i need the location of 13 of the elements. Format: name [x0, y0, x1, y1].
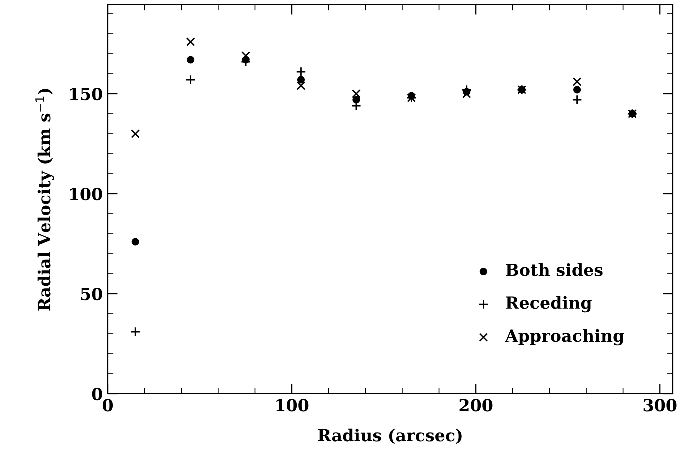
x-tick-label: 300 — [644, 399, 677, 412]
y-axis-title: Radial Velocity (km s$^{−1}$) — [36, 89, 54, 311]
x-tick-label: 100 — [276, 399, 309, 412]
y-tick-label: 50 — [81, 288, 102, 301]
legend-label: Receding — [506, 296, 592, 313]
y-tick-label: 0 — [92, 388, 102, 401]
x-tick-label: 0 — [102, 399, 114, 412]
x-tick-label: 200 — [460, 399, 493, 412]
legend-label: Approaching — [505, 329, 624, 346]
y-tick-label: 100 — [70, 188, 102, 201]
x-axis-title: Radius (arcsec) — [318, 428, 462, 444]
legend-label: Both sides — [506, 263, 603, 276]
y-tick-label: 150 — [70, 88, 102, 101]
